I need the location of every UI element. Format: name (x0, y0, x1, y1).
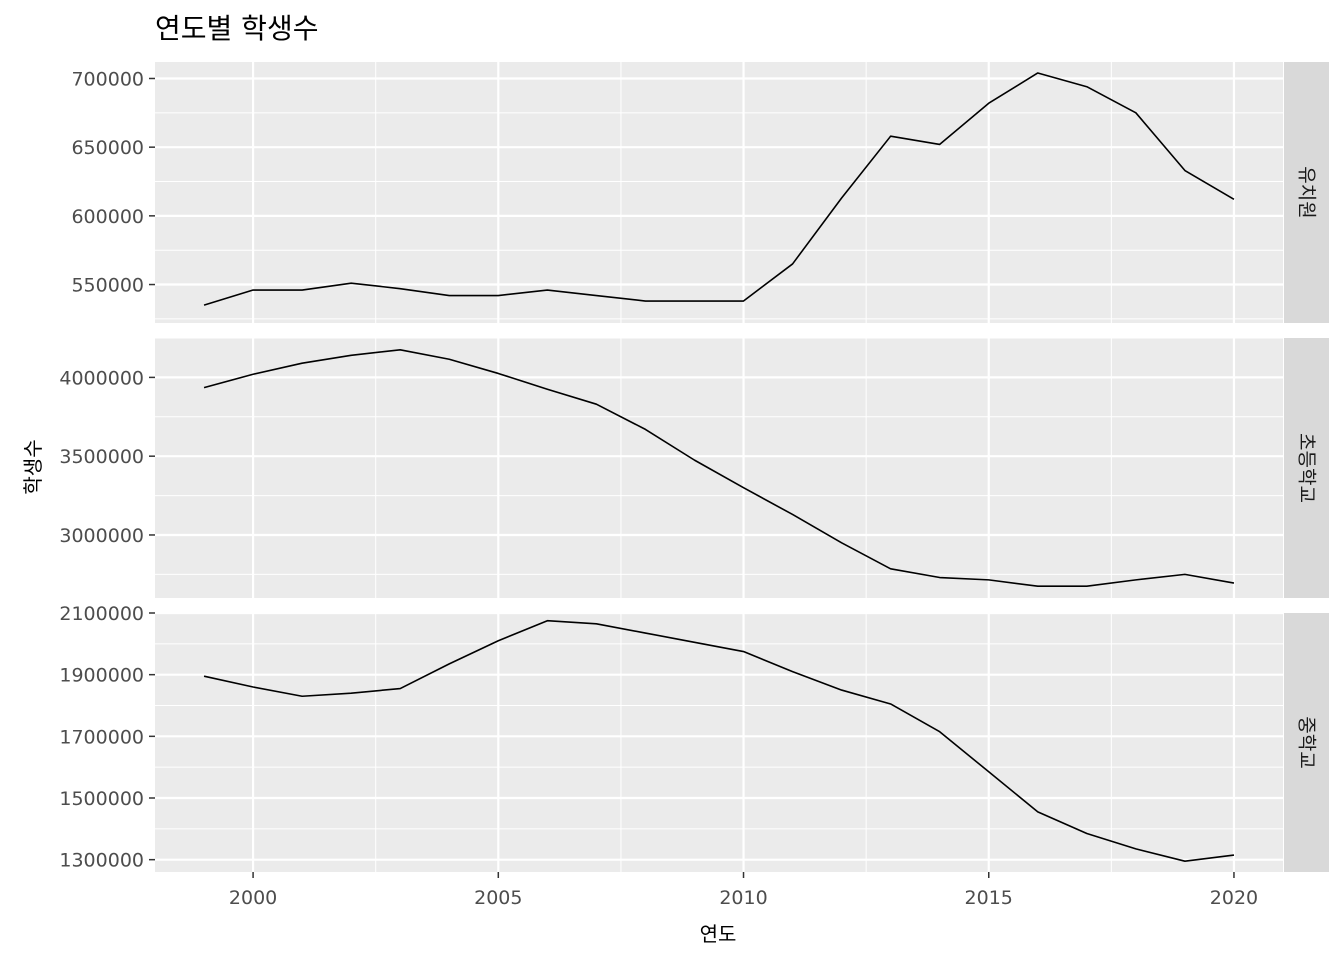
series-line (203, 72, 1235, 306)
y-tick-label: 2100000 (59, 603, 144, 625)
facet-strip-label: 초등학교 (1296, 433, 1318, 503)
y-tick-label: 600000 (71, 206, 144, 228)
x-axis: 2000 2005 2010 2015 2020 (229, 872, 1258, 909)
y-tick-label: 4000000 (59, 367, 144, 389)
facet-strip-label: 중학교 (1296, 716, 1318, 768)
series-line (203, 349, 1235, 587)
y-tick-label: 3500000 (59, 446, 144, 468)
facet-panel: 550000 600000 650000 700000 유치원 (71, 62, 1329, 323)
y-tick-label: 700000 (71, 68, 144, 90)
y-tick-label: 1700000 (59, 726, 144, 748)
y-tick-label: 550000 (71, 275, 144, 297)
facet-strip (1284, 613, 1329, 872)
y-tick-label: 1500000 (59, 788, 144, 810)
facet-panel: 3000000 3500000 4000000 초등학교 (59, 337, 1329, 598)
y-tick-label: 650000 (71, 137, 144, 159)
panel-background (155, 613, 1283, 872)
facet-panel: 1300000 1500000 1700000 1900000 2100000 중학교 (59, 603, 1329, 872)
x-tick-label: 2010 (719, 887, 767, 909)
x-tick-label: 2015 (965, 887, 1013, 909)
x-tick-label: 2000 (229, 887, 277, 909)
facet-strip-label: 유치원 (1296, 166, 1318, 218)
facet-strip (1284, 62, 1329, 323)
series-line (203, 619, 1235, 863)
facet-panels: 550000 600000 650000 700000 유치원 3000000 350000… (59, 62, 1329, 872)
panel-background (155, 338, 1283, 598)
y-tick-label: 3000000 (59, 525, 144, 547)
x-axis-title: 연도 (700, 922, 737, 946)
facet-strip (1284, 338, 1329, 598)
panel-background (155, 62, 1283, 323)
y-tick-label: 1300000 (59, 850, 144, 872)
y-axis-title: 학생수 (21, 439, 45, 494)
x-tick-label: 2005 (474, 887, 522, 909)
y-tick-label: 1900000 (59, 665, 144, 687)
chart-title: 연도별 학생수 (155, 12, 318, 45)
x-tick-label: 2020 (1210, 887, 1258, 909)
